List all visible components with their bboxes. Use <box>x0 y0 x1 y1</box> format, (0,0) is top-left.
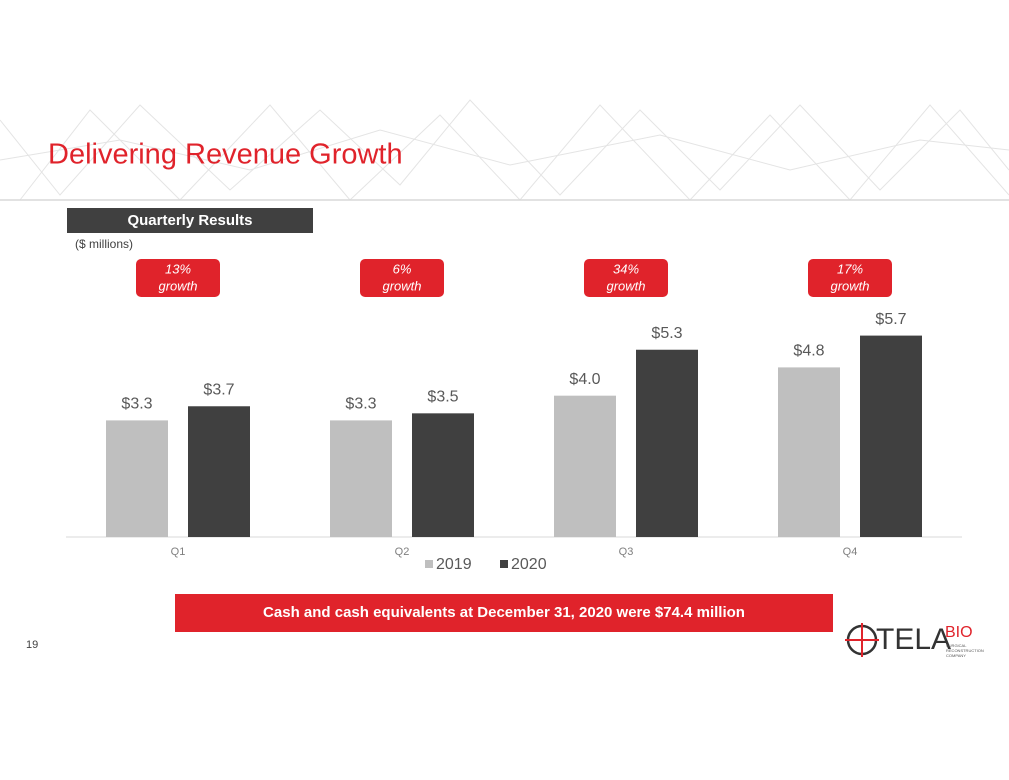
growth-value: 13% <box>165 261 191 276</box>
logo-tagline: SURGICAL <box>946 643 967 648</box>
x-tick-label: Q1 <box>171 546 186 558</box>
value-label: $4.8 <box>793 343 824 360</box>
growth-badge <box>808 259 892 297</box>
legend-label: 2020 <box>511 556 547 573</box>
legend-label: 2019 <box>436 556 472 573</box>
bar <box>554 395 616 537</box>
x-tick-label: Q3 <box>619 546 634 558</box>
growth-word: growth <box>606 278 645 293</box>
logo: TELA BIO SURGICAL RECONSTRUCTION COMPANY <box>845 623 984 658</box>
footer-banner: Cash and cash equivalents at December 31… <box>263 604 745 621</box>
value-label: $3.3 <box>345 396 376 413</box>
bar <box>860 335 922 537</box>
subtitle-box <box>67 208 313 233</box>
legend-swatch <box>500 560 508 568</box>
x-tick-label: Q4 <box>843 546 858 558</box>
growth-badge <box>136 259 220 297</box>
value-label: $3.3 <box>121 396 152 413</box>
unit-note: ($ millions) <box>75 237 133 251</box>
bar <box>778 367 840 537</box>
growth-word: growth <box>830 278 869 293</box>
growth-value: 6% <box>393 261 412 276</box>
footer-banner-box <box>175 594 833 632</box>
value-label: $5.3 <box>651 325 682 342</box>
growth-value: 17% <box>837 261 863 276</box>
logo-name: TELA <box>876 623 951 656</box>
growth-badge <box>584 259 668 297</box>
bar <box>636 349 698 537</box>
bar <box>188 406 250 537</box>
bar <box>412 413 474 537</box>
growth-badge <box>360 259 444 297</box>
logo-tagline: COMPANY <box>946 653 966 658</box>
page-number: 19 <box>26 639 38 651</box>
growth-value: 34% <box>613 261 639 276</box>
subtitle: Quarterly Results <box>127 212 252 229</box>
bar <box>330 420 392 537</box>
value-label: $3.7 <box>203 381 234 398</box>
value-label: $4.0 <box>569 371 600 388</box>
growth-word: growth <box>382 278 421 293</box>
value-label: $5.7 <box>875 311 906 328</box>
logo-tagline: RECONSTRUCTION <box>946 648 984 653</box>
x-tick-label: Q2 <box>395 546 410 558</box>
logo-suffix: BIO <box>945 624 973 641</box>
slide-title: Delivering Revenue Growth <box>48 139 403 171</box>
growth-word: growth <box>158 278 197 293</box>
legend-swatch <box>425 560 433 568</box>
bar <box>106 420 168 537</box>
value-label: $3.5 <box>427 389 458 406</box>
